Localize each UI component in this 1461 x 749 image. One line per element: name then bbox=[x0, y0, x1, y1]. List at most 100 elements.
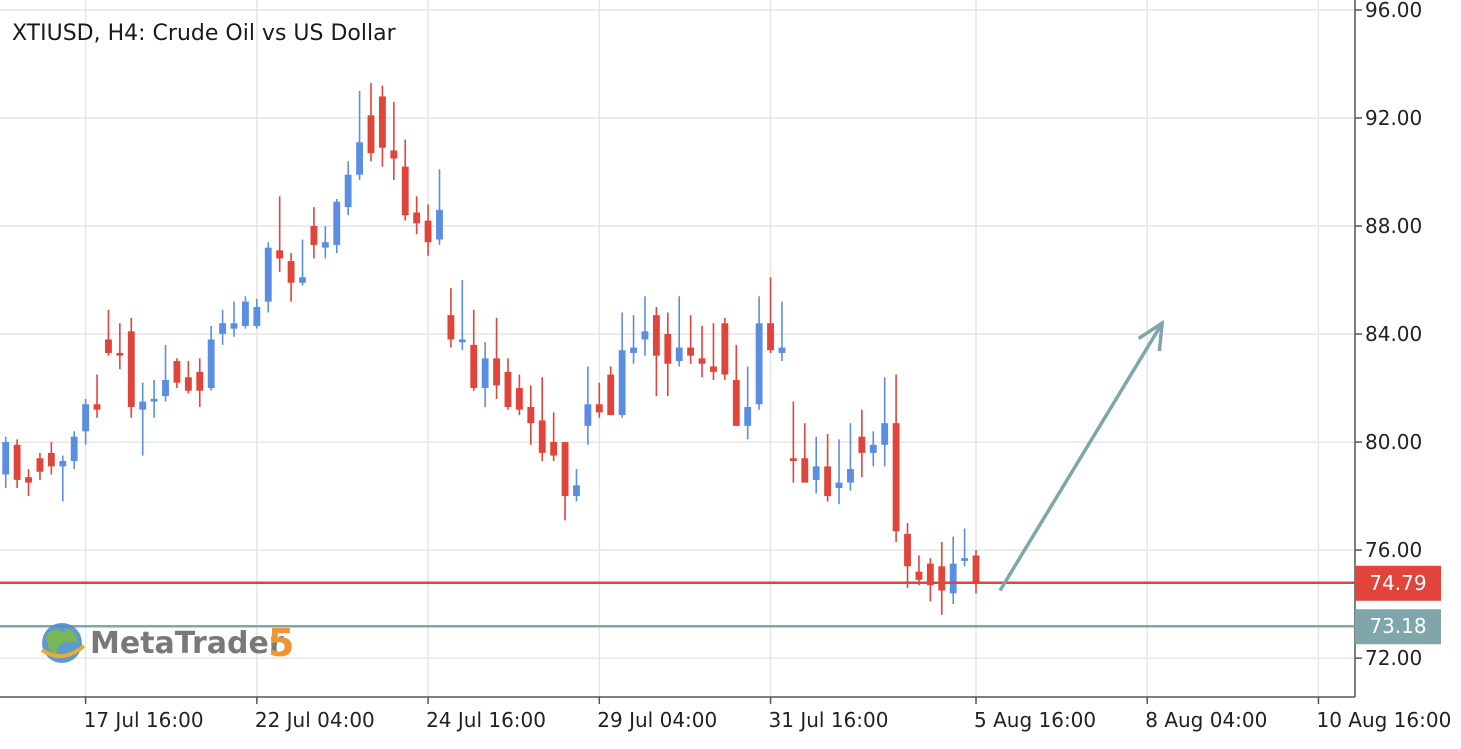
candle-body bbox=[527, 406, 535, 424]
y-tick-label: 84.00 bbox=[1365, 322, 1422, 346]
candle-body bbox=[595, 404, 603, 413]
candle-body bbox=[458, 339, 466, 343]
candle-body bbox=[664, 334, 672, 364]
candle-body bbox=[401, 166, 409, 216]
logo-ring bbox=[40, 644, 86, 658]
candle-body bbox=[550, 442, 558, 456]
candle-body bbox=[847, 469, 854, 483]
candle-body bbox=[904, 533, 911, 567]
candle-body bbox=[25, 477, 32, 483]
candle-body bbox=[515, 388, 523, 410]
candle-body bbox=[824, 466, 832, 497]
candle-body bbox=[869, 444, 877, 453]
candle-body bbox=[538, 420, 546, 453]
candle-body bbox=[287, 261, 295, 283]
candle-body bbox=[105, 339, 112, 353]
candle-body bbox=[310, 226, 318, 245]
candle-body bbox=[789, 458, 797, 461]
candle-body bbox=[881, 423, 889, 445]
candle-body bbox=[721, 323, 729, 375]
candle-body bbox=[641, 331, 649, 340]
candle-body bbox=[675, 347, 683, 362]
price-label-box bbox=[1355, 565, 1441, 601]
grid: 72.00 76.00 80.00 84.00 88.00 92.00 96.00 17 Ju… bbox=[0, 0, 1451, 732]
arrow-shaft bbox=[998, 322, 1164, 592]
overlay: 74.79 73.18 bbox=[0, 319, 1441, 645]
x-tick-label: 17 Jul 16:00 bbox=[84, 708, 204, 732]
watermark-name: MetaTrader bbox=[90, 626, 284, 661]
candle-body bbox=[470, 344, 478, 389]
x-tick-label: 24 Jul 16:00 bbox=[426, 708, 546, 732]
candle-body bbox=[972, 555, 980, 583]
candle-body bbox=[150, 398, 158, 402]
x-tick-label: 8 Aug 04:00 bbox=[1145, 708, 1267, 732]
candle-body bbox=[584, 404, 592, 426]
candle-body bbox=[801, 458, 809, 483]
x-tick-label: 29 Jul 04:00 bbox=[597, 708, 717, 732]
logo-land bbox=[46, 629, 67, 656]
candle-body bbox=[481, 358, 489, 389]
candle-body bbox=[961, 558, 969, 561]
candle-body bbox=[47, 452, 55, 467]
candle-body bbox=[949, 563, 957, 594]
candle-body bbox=[162, 379, 169, 397]
candle-body bbox=[892, 423, 900, 532]
candle-body bbox=[436, 209, 443, 240]
candle-body bbox=[424, 220, 432, 243]
candle-body bbox=[630, 347, 637, 353]
candle-body bbox=[59, 460, 67, 467]
candle-body bbox=[732, 379, 740, 426]
candle-body bbox=[139, 401, 147, 410]
candle-body bbox=[767, 323, 774, 351]
candle-body bbox=[390, 150, 398, 159]
candle-body bbox=[219, 323, 227, 335]
x-tick-label: 31 Jul 16:00 bbox=[769, 708, 889, 732]
candle-body bbox=[321, 242, 329, 248]
candles bbox=[2, 82, 980, 615]
chart-title: XTIUSD, H4: Crude Oil vs US Dollar bbox=[12, 21, 397, 46]
candle-body bbox=[573, 485, 580, 497]
candle-body bbox=[447, 315, 455, 340]
candle-body bbox=[70, 436, 78, 461]
x-tick-label: 22 Jul 04:00 bbox=[255, 708, 375, 732]
logo-land bbox=[65, 628, 78, 644]
candle-body bbox=[127, 331, 135, 407]
candle-body bbox=[915, 571, 923, 580]
candle-body bbox=[744, 406, 752, 426]
candle-body bbox=[938, 566, 946, 591]
candle-body bbox=[184, 377, 192, 391]
candle-body bbox=[926, 563, 934, 586]
candle-body bbox=[504, 371, 512, 407]
candle-body bbox=[561, 442, 569, 497]
candle-body bbox=[812, 466, 820, 480]
candle-body bbox=[618, 350, 626, 416]
candle-body bbox=[413, 212, 421, 224]
price-label: 73.18 bbox=[1369, 614, 1426, 638]
candle-body bbox=[207, 339, 215, 389]
candle-body bbox=[835, 482, 843, 488]
candle-body bbox=[299, 277, 306, 283]
y-tick-label: 96.00 bbox=[1365, 0, 1422, 22]
candle-body bbox=[93, 404, 101, 410]
arrow-head bbox=[1137, 319, 1165, 352]
candle-body bbox=[36, 458, 44, 472]
candle-body bbox=[698, 358, 706, 364]
candle-body bbox=[652, 315, 660, 356]
candle-body bbox=[13, 444, 21, 480]
candle-body bbox=[242, 301, 249, 326]
candle-body bbox=[196, 371, 204, 391]
candle-body bbox=[2, 442, 10, 475]
candle-body bbox=[173, 361, 181, 383]
candle-body bbox=[755, 323, 763, 405]
candle-body bbox=[82, 404, 90, 432]
candle-body bbox=[378, 96, 386, 148]
candle-body bbox=[687, 347, 695, 356]
y-tick-label: 76.00 bbox=[1365, 538, 1422, 562]
watermark-version: 5 bbox=[268, 621, 294, 665]
candle-body bbox=[778, 347, 786, 353]
candle-body bbox=[356, 142, 364, 175]
price-label-box bbox=[1355, 609, 1441, 645]
